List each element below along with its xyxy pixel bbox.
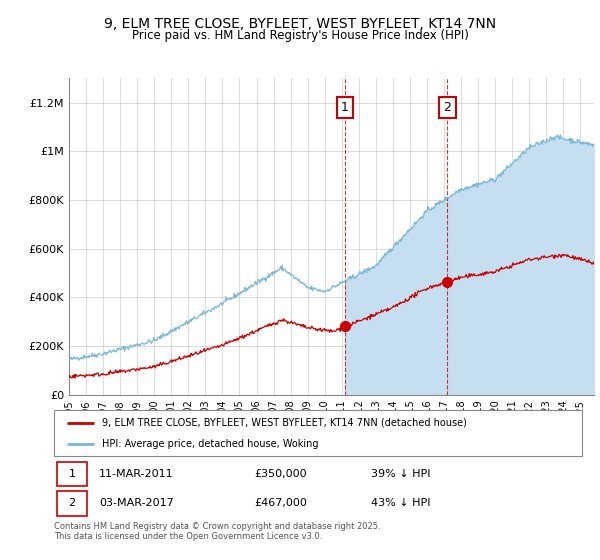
Text: £467,000: £467,000 <box>254 498 308 508</box>
Text: 39% ↓ HPI: 39% ↓ HPI <box>371 469 430 479</box>
Text: HPI: Average price, detached house, Woking: HPI: Average price, detached house, Woki… <box>101 439 318 449</box>
Bar <box>56 461 87 486</box>
Text: 11-MAR-2011: 11-MAR-2011 <box>99 469 173 479</box>
Text: £350,000: £350,000 <box>254 469 307 479</box>
Text: 9, ELM TREE CLOSE, BYFLEET, WEST BYFLEET, KT14 7NN: 9, ELM TREE CLOSE, BYFLEET, WEST BYFLEET… <box>104 17 496 31</box>
Text: 1: 1 <box>341 101 349 114</box>
Text: 43% ↓ HPI: 43% ↓ HPI <box>371 498 430 508</box>
Text: 1: 1 <box>68 469 76 479</box>
Text: 2: 2 <box>443 101 451 114</box>
Text: 2: 2 <box>68 498 76 508</box>
Text: Contains HM Land Registry data © Crown copyright and database right 2025.
This d: Contains HM Land Registry data © Crown c… <box>54 522 380 542</box>
Bar <box>56 491 87 516</box>
Text: Price paid vs. HM Land Registry's House Price Index (HPI): Price paid vs. HM Land Registry's House … <box>131 29 469 42</box>
Text: 9, ELM TREE CLOSE, BYFLEET, WEST BYFLEET, KT14 7NN (detached house): 9, ELM TREE CLOSE, BYFLEET, WEST BYFLEET… <box>101 418 466 428</box>
Text: 03-MAR-2017: 03-MAR-2017 <box>99 498 173 508</box>
